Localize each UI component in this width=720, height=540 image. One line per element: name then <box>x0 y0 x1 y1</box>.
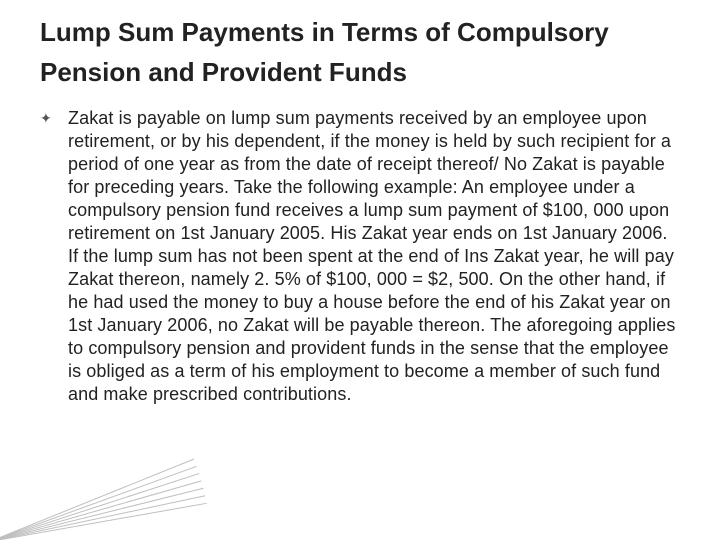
body-text: Zakat is payable on lump sum payments re… <box>68 107 680 406</box>
body-block: ✦ Zakat is payable on lump sum payments … <box>40 107 680 406</box>
slide: Lump Sum Payments in Terms of Compulsory… <box>0 0 720 540</box>
bullet-icon: ✦ <box>40 111 52 125</box>
slide-title: Lump Sum Payments in Terms of Compulsory… <box>40 12 680 93</box>
corner-accent <box>0 470 210 540</box>
